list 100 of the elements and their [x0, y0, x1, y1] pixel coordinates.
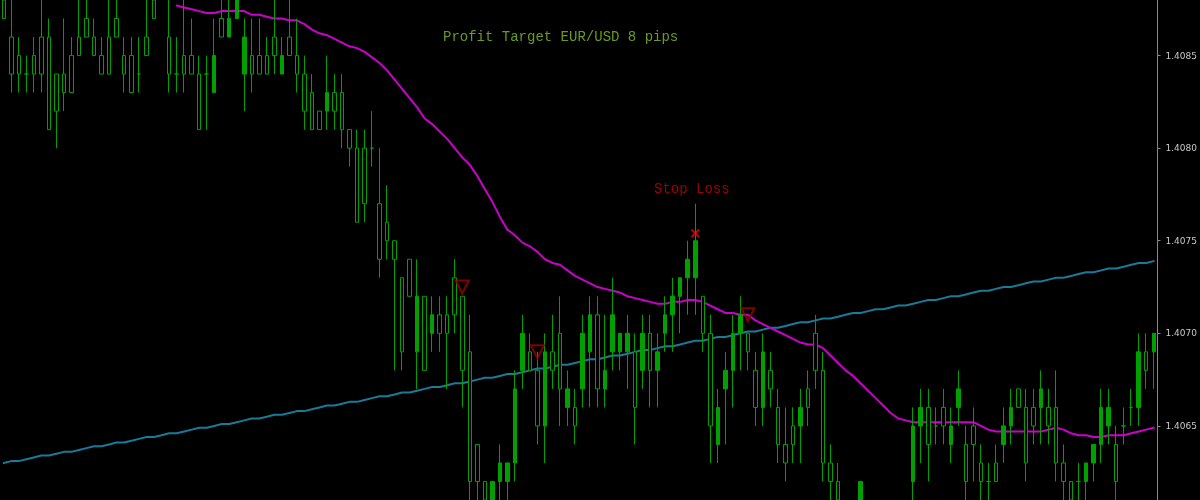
candlestick: [167, 0, 171, 94]
candlestick: [1031, 388, 1036, 445]
candlestick: [182, 0, 186, 94]
annotation: Profit Target EUR/USD 8 pips: [443, 29, 679, 45]
candlestick: [633, 332, 637, 445]
candlestick: [723, 351, 728, 445]
candlestick: [1009, 388, 1013, 445]
candlestick: [746, 332, 750, 371]
candlestick: [295, 18, 299, 94]
candlestick: [257, 18, 262, 75]
candlestick: [99, 36, 104, 75]
candlestick: [836, 462, 840, 500]
candlestick: [197, 55, 201, 131]
candlestick: [32, 36, 36, 94]
candlestick: [317, 110, 322, 131]
candlestick: [701, 295, 705, 353]
candlestick: [618, 332, 622, 371]
candlestick: [610, 277, 615, 371]
candlestick: [69, 36, 74, 94]
line-series: [175, 4, 1155, 439]
candlestick: [813, 314, 818, 390]
candlestick: [1024, 388, 1028, 482]
candlestick: [362, 129, 367, 223]
candlestick: [731, 314, 735, 408]
candlestick: [535, 351, 540, 445]
candlestick: [62, 18, 66, 112]
candlestick: [640, 314, 645, 390]
point: [740, 307, 756, 323]
candlestick: [776, 388, 780, 464]
candlestick: [768, 351, 773, 408]
candlestick: [287, 0, 292, 57]
candlestick: [47, 18, 51, 131]
candlestick: [340, 73, 344, 149]
y-tick-label: 1.4080: [1165, 143, 1198, 154]
candlestick: [595, 295, 600, 408]
candlestick: [302, 55, 307, 131]
candlestick: [475, 443, 480, 500]
candlestick: [310, 73, 314, 131]
candlestick: [858, 480, 863, 500]
candlestick: [137, 36, 141, 94]
candlestick: [437, 295, 442, 353]
candlestick: [1046, 388, 1051, 445]
candlestick: [144, 0, 149, 57]
candlestick: [1144, 332, 1148, 390]
candlestick: [235, 0, 239, 20]
candlestick: [114, 0, 119, 38]
y-tick-label: 1.4085: [1165, 50, 1198, 61]
y-tick-label: 1.4065: [1165, 420, 1198, 431]
candlestick: [17, 36, 21, 94]
candlestick: [625, 314, 630, 390]
line-series: [2, 260, 1155, 464]
candlestick: [994, 443, 998, 482]
candlestick: [325, 55, 329, 131]
candlestick: [573, 388, 577, 445]
candlestick: [265, 36, 269, 75]
candlestick: [941, 388, 946, 445]
candlestick: [505, 462, 510, 500]
candlestick: [355, 129, 359, 223]
candlestick: [347, 129, 352, 168]
candlestick: [1039, 369, 1043, 445]
candlestick: [152, 0, 156, 20]
candlestick: [430, 295, 434, 353]
candlestick: [2, 0, 6, 20]
candlestick: [580, 314, 585, 408]
candlestick: [971, 406, 976, 482]
candlestick: [1054, 369, 1058, 482]
candlestick: [107, 0, 111, 75]
candlestick: [490, 480, 495, 500]
candlestick: [550, 314, 555, 390]
candlestick: [1076, 462, 1081, 500]
candlestick: [753, 351, 758, 427]
candlestick: [911, 406, 915, 500]
candlestick: [370, 110, 374, 168]
candlestick: [422, 295, 427, 371]
candlestick: [385, 184, 389, 260]
candlestick: [415, 258, 419, 390]
candlestick: [806, 369, 810, 427]
point: [454, 279, 470, 295]
candlestick: [791, 406, 795, 464]
candlestick: [92, 18, 96, 57]
candlestick: [738, 295, 743, 371]
candlestick: [821, 351, 825, 482]
candlestick: [400, 277, 404, 371]
candlestick: [655, 332, 660, 408]
candlestick: [678, 277, 682, 334]
y-tick-label: 1.4070: [1165, 328, 1198, 339]
candlestick: [918, 388, 923, 464]
candlestick: [1061, 443, 1066, 500]
candlestick: [9, 0, 14, 94]
candlestick: [761, 332, 765, 427]
candlestick: [603, 314, 607, 408]
candlestick: [122, 36, 126, 94]
candlestick: [964, 425, 968, 500]
candlestick: [513, 369, 517, 482]
annotation: Stop Loss: [654, 181, 730, 197]
candlestick: [949, 406, 953, 464]
candlestick: [708, 314, 713, 464]
candlestick: [1069, 480, 1073, 500]
candlestick: [1129, 388, 1133, 427]
candlestick: [558, 295, 562, 427]
